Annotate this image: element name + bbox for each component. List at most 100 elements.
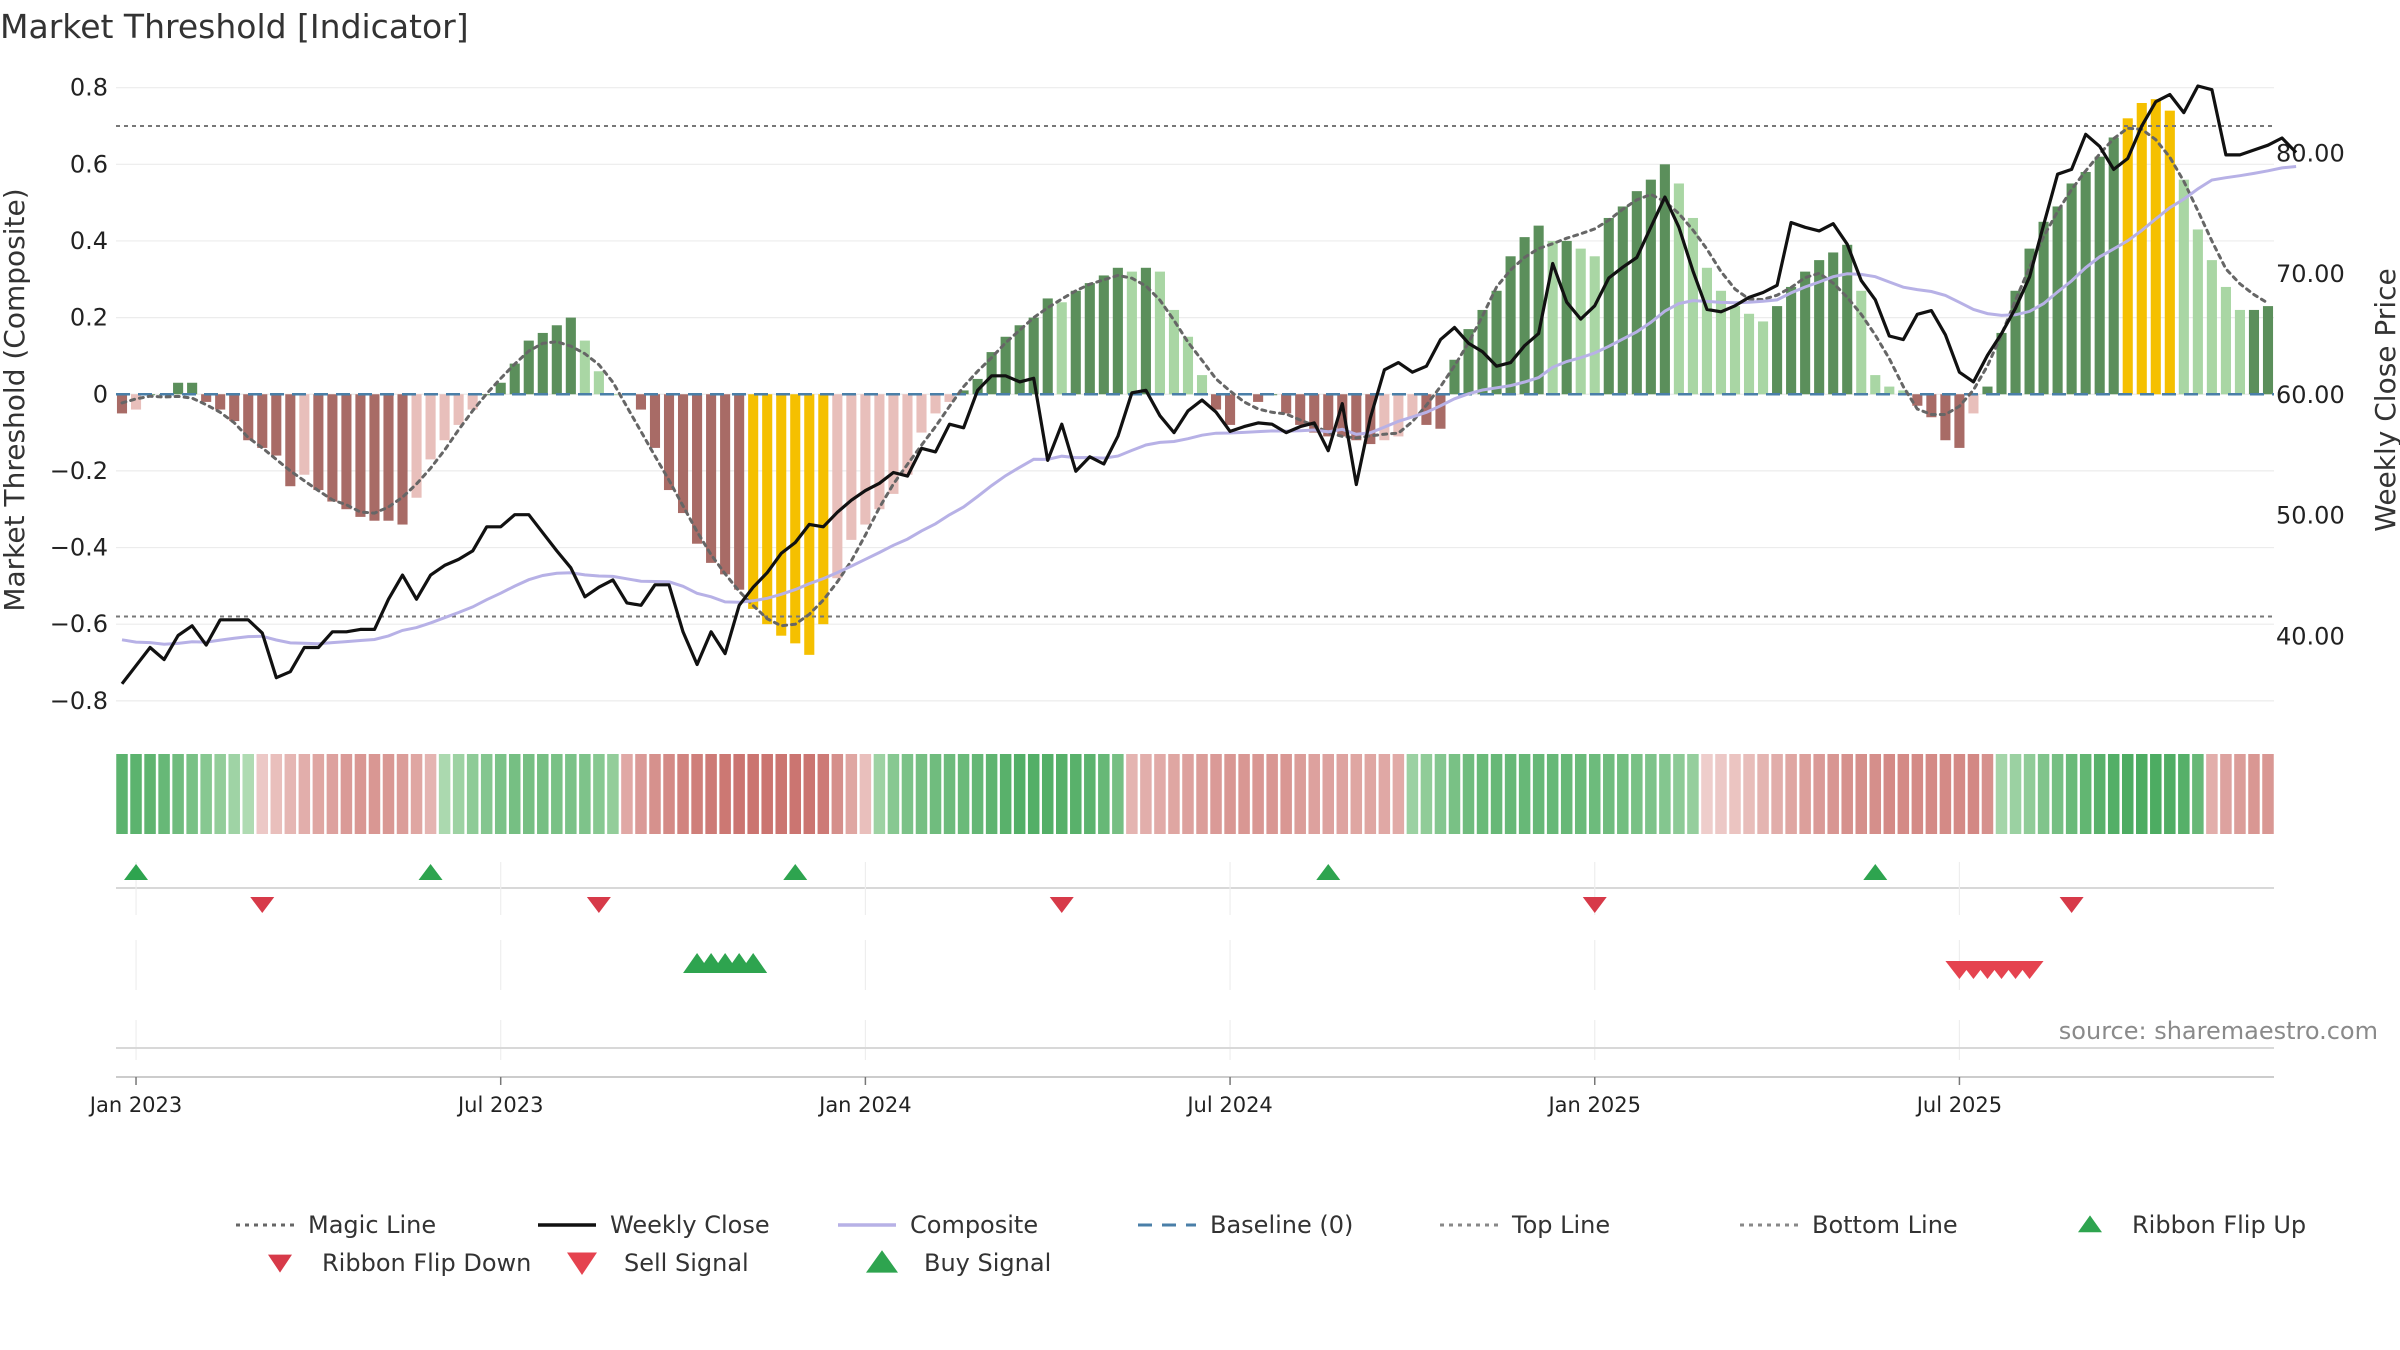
histogram-bar — [846, 394, 857, 540]
ribbon-cell — [354, 754, 367, 834]
ribbon-cell — [565, 754, 577, 834]
histogram-bar — [1996, 332, 2007, 395]
histogram-bar — [1196, 375, 1208, 395]
histogram-bar — [1575, 248, 1586, 395]
histogram-bar — [1898, 390, 1909, 395]
histogram-bar — [832, 394, 843, 579]
histogram-bar — [649, 394, 661, 448]
histogram-bar — [1309, 394, 1320, 433]
legend-item: Weekly Close — [538, 1211, 770, 1239]
ribbon-cell — [1518, 754, 1531, 834]
histogram-bar — [1126, 271, 1137, 395]
histogram-bar — [1253, 394, 1264, 402]
histogram-bar — [677, 394, 689, 514]
ribbon-cell — [901, 754, 914, 834]
histogram-bar — [692, 394, 703, 544]
histogram-bar — [1421, 394, 1432, 425]
ribbon-cell — [466, 754, 479, 834]
ribbon-cell — [2065, 754, 2078, 834]
histogram-bar — [2024, 248, 2035, 395]
histogram-bar — [1182, 336, 1194, 395]
ribbon-cell — [312, 754, 325, 834]
x-tick-label: Jan 2024 — [817, 1093, 912, 1117]
ribbon-flip-down-marker — [1049, 897, 1074, 913]
legend-swatch — [268, 1254, 292, 1273]
histogram-bar — [1393, 394, 1404, 437]
y-tick-label: 0 — [93, 380, 108, 408]
legend-item: Magic Line — [236, 1211, 436, 1239]
ribbon-flip-up-marker — [1316, 864, 1341, 880]
sell-signal-marker — [2015, 961, 2044, 979]
histogram-bar — [285, 394, 296, 487]
histogram-bar — [341, 394, 352, 510]
ribbon-cell — [887, 754, 900, 834]
histogram-bar — [1884, 386, 1895, 395]
histogram-bar — [1828, 252, 1839, 395]
histogram-bar — [874, 394, 885, 510]
y-axis-label: Market Threshold (Composite) — [0, 188, 31, 611]
y-tick-label: 0.2 — [70, 304, 108, 332]
ribbon-cell — [298, 754, 311, 834]
legend-label: Ribbon Flip Down — [322, 1249, 531, 1277]
histogram-bar — [916, 394, 927, 433]
ribbon-cell — [214, 754, 226, 834]
histogram-bar — [1140, 267, 1151, 395]
y-tick-label: 0.4 — [70, 227, 108, 255]
histogram-bar — [818, 394, 829, 625]
ribbon-cell — [396, 754, 409, 834]
ribbon-cell — [200, 754, 212, 834]
x-tick-label: Jan 2025 — [1546, 1093, 1641, 1117]
ribbon-cell — [1196, 754, 1208, 834]
ribbon-cell — [1462, 754, 1475, 834]
histogram-bar — [2164, 110, 2175, 395]
histogram-bar — [1225, 394, 1236, 425]
ribbon-cell — [1841, 754, 1853, 834]
x-tick-label: Jul 2023 — [456, 1093, 543, 1117]
y-tick-label: −0.2 — [50, 457, 108, 485]
x-axis: Jan 2023 Jul 2023 Jan 2024 Jul 2024 Jan 2025… — [88, 1076, 2274, 1117]
histogram-bar — [1800, 271, 1811, 395]
ribbon-flip-down-marker — [1582, 897, 1607, 913]
ribbon-cell — [2051, 754, 2064, 834]
histogram-bar — [565, 317, 576, 395]
ribbon-cell — [1813, 754, 1825, 834]
ribbon-cell — [1266, 754, 1278, 834]
histogram-bar — [944, 394, 955, 402]
ribbon-cell — [789, 754, 802, 834]
ribbon-cell — [2023, 754, 2036, 834]
histogram-bar — [1772, 306, 1783, 395]
histogram-bar — [173, 382, 184, 395]
ribbon-cell — [1238, 754, 1250, 834]
ribbon-cell — [2037, 754, 2050, 834]
ribbon-cell — [186, 754, 198, 834]
ribbon-cell — [1911, 754, 1924, 834]
histogram-bar — [2136, 102, 2147, 395]
ribbon-cell — [1224, 754, 1236, 834]
histogram-bar — [2010, 290, 2021, 395]
histogram-bar — [551, 325, 562, 395]
ribbon-cell — [803, 754, 816, 834]
histogram-bar — [243, 394, 254, 441]
ribbon-cell — [635, 754, 647, 834]
ribbon-flip-down-marker — [2059, 897, 2084, 913]
histogram-bar — [1070, 290, 1081, 395]
histogram-bar — [453, 394, 464, 425]
legend-label: Composite — [910, 1211, 1038, 1239]
ribbon-cell — [1448, 754, 1461, 834]
histogram-bar — [201, 394, 212, 402]
ribbon-cell — [2121, 754, 2134, 834]
y-tick-label: −0.6 — [50, 610, 108, 638]
ribbon-cell — [1476, 754, 1489, 834]
histogram-bar — [2234, 309, 2245, 395]
histogram-bar — [902, 394, 913, 475]
ribbon-flip-down-marker — [250, 897, 275, 913]
histogram-bar — [1631, 191, 1642, 395]
legend-label: Weekly Close — [610, 1211, 770, 1239]
histogram-bar — [1589, 256, 1600, 395]
ribbon-cell — [116, 754, 128, 834]
legend-item: Baseline (0) — [1138, 1211, 1353, 1239]
histogram-bar — [1954, 394, 1965, 448]
ribbon-cell — [1126, 754, 1138, 834]
